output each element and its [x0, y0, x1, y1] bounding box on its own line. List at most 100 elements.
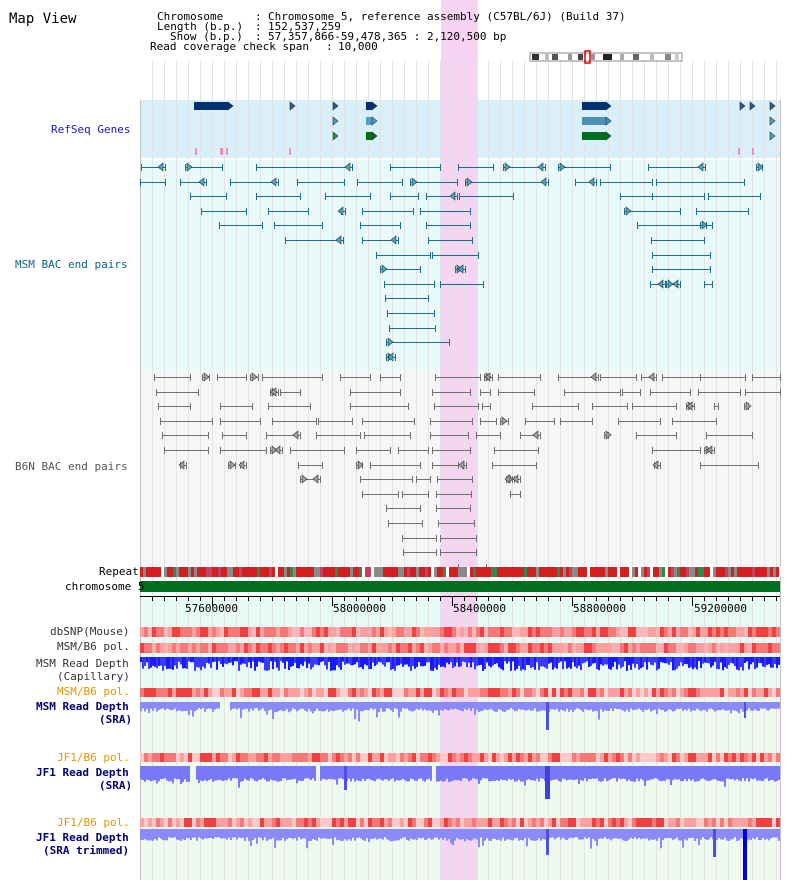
capillary-depth-bar [764, 657, 766, 668]
track-label-msm-b6-pol-sra: MSM/B6 pol. [57, 685, 130, 698]
read-depth-bar [724, 702, 726, 711]
read-depth-bar [590, 702, 592, 710]
polymorphism-cell [260, 643, 264, 653]
read-depth-bar [446, 702, 448, 711]
read-depth-bar [404, 702, 406, 709]
repeat-segment [215, 567, 218, 577]
polymorphism-cell [380, 627, 384, 637]
read-depth-bar [282, 766, 284, 779]
repeat-segment [263, 567, 266, 577]
read-depth-bar [610, 829, 612, 841]
read-depth-bar [448, 702, 450, 711]
read-depth-bar [230, 829, 232, 841]
capillary-depth-bar [264, 657, 266, 671]
read-depth-bar [168, 766, 170, 782]
read-depth-bar [514, 702, 516, 712]
polymorphism-cell [148, 753, 152, 762]
bac-arrow [501, 416, 508, 426]
polymorphism-cell [528, 753, 532, 762]
read-depth-bar [496, 829, 498, 841]
capillary-depth-bar [420, 657, 422, 667]
read-depth-bar [584, 702, 586, 710]
read-depth-bar [150, 766, 152, 782]
polymorphism-cell [204, 818, 208, 827]
capillary-depth-bar [698, 657, 700, 662]
capillary-depth-bar [290, 657, 292, 667]
refseq-gene-arrow [605, 101, 612, 111]
polymorphism-cell [724, 643, 728, 653]
polymorphism-cell [312, 818, 316, 827]
read-depth-bar [666, 702, 668, 712]
repeat-segment [524, 567, 527, 577]
polymorphism-cell [352, 627, 356, 637]
track-label-msm-bac[interactable]: MSM BAC end pairs [15, 258, 128, 271]
read-depth-bar [226, 766, 228, 781]
polymorphism-cell [408, 818, 412, 827]
read-depth-bar [140, 702, 142, 712]
repeat-segment [398, 567, 401, 577]
repeat-segment [527, 567, 530, 577]
track-label-refseq[interactable]: RefSeq Genes [51, 123, 131, 136]
read-depth-bar [566, 766, 568, 781]
polymorphism-cell [628, 818, 632, 827]
read-depth-bar [616, 702, 618, 709]
read-depth-bar [206, 766, 208, 782]
polymorphism-cell [292, 753, 296, 762]
repeat-segment [173, 567, 176, 577]
polymorphism-cell [600, 627, 604, 637]
capillary-depth-bar [444, 657, 446, 668]
capillary-depth-bar [474, 657, 476, 670]
read-depth-bar [422, 829, 424, 838]
read-depth-bar [170, 702, 172, 710]
capillary-depth-bar [648, 657, 650, 663]
polymorphism-cell [448, 643, 452, 653]
capillary-depth-bar [316, 657, 318, 665]
read-depth-bar [620, 766, 622, 780]
capillary-depth-bar [404, 657, 406, 665]
polymorphism-cell [644, 643, 648, 653]
read-depth-bar [608, 702, 610, 711]
read-depth-bar [574, 829, 576, 838]
read-depth-bar [764, 829, 766, 840]
polymorphism-cell [684, 753, 688, 762]
repeat-segment [158, 567, 161, 577]
polymorphism-cell [308, 753, 312, 762]
capillary-depth-bar [140, 657, 142, 663]
polymorphism-cell [372, 643, 376, 653]
repeat-segment [500, 567, 503, 577]
polymorphism-cell [160, 643, 164, 653]
track-label-b6n-bac[interactable]: B6N BAC end pairs [15, 460, 128, 473]
read-depth-bar [516, 702, 518, 711]
read-depth-bar [166, 829, 168, 841]
polymorphism-cell [408, 627, 412, 637]
repeat-segment [149, 567, 152, 577]
read-depth-bar [286, 829, 288, 840]
capillary-depth-bar [338, 657, 340, 668]
polymorphism-cell [356, 688, 360, 697]
read-depth-bar [302, 766, 304, 781]
polymorphism-cell [288, 688, 292, 697]
repeat-segment [422, 567, 425, 577]
polymorphism-cell [552, 627, 556, 637]
read-depth-bar [162, 702, 164, 709]
read-depth-bar [426, 829, 428, 840]
read-depth-bar [258, 829, 260, 838]
capillary-depth-bar [462, 657, 464, 662]
bac-arrow [657, 279, 664, 289]
refseq-gene-arrow [332, 131, 339, 141]
refseq-gene [366, 117, 372, 125]
repeat-segment [164, 567, 167, 577]
capillary-depth-bar [480, 657, 482, 665]
track-label-msm-depth-sra: MSM Read Depth [36, 700, 129, 713]
polymorphism-cell [488, 688, 492, 697]
polymorphism-cell [188, 627, 192, 637]
capillary-depth-bar [272, 657, 274, 670]
polymorphism-cell [752, 688, 756, 697]
polymorphism-cell [544, 818, 548, 827]
capillary-depth-bar [218, 657, 220, 662]
polymorphism-cell [376, 627, 380, 637]
polymorphism-cell [436, 643, 440, 653]
capillary-depth-bar [256, 657, 258, 667]
read-depth-bar [758, 702, 760, 711]
